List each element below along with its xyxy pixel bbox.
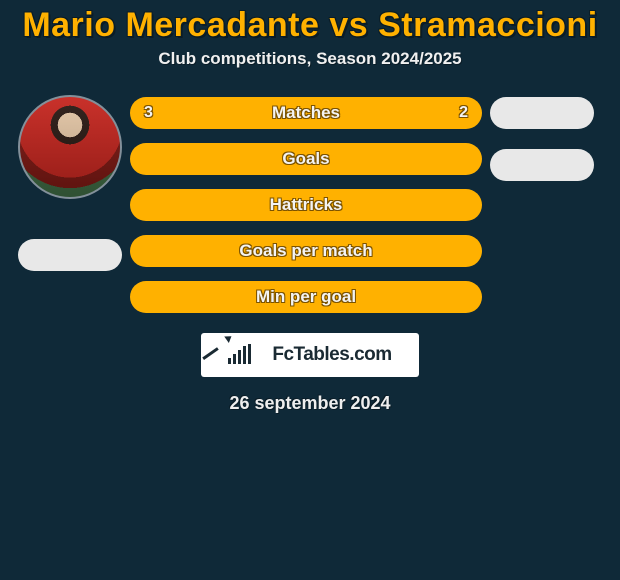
- stat-row-goals-per-match: Goals per match: [130, 235, 482, 267]
- brand-logo: FcTables.com: [201, 333, 419, 377]
- stat-label: Hattricks: [270, 195, 343, 215]
- stats-center-column: 3 Matches 2 Goals Hattricks Goals per ma…: [130, 97, 482, 313]
- date-label: 26 september 2024: [0, 393, 620, 414]
- stat-row-goals: Goals: [130, 143, 482, 175]
- bars-icon: [228, 344, 258, 364]
- arrow-icon: [202, 342, 222, 362]
- stat-row-matches: 3 Matches 2: [130, 97, 482, 129]
- page-title: Mario Mercadante vs Stramaccioni: [0, 6, 620, 45]
- subtitle: Club competitions, Season 2024/2025: [0, 49, 620, 69]
- stat-label: Matches: [272, 103, 340, 123]
- comparison-card: Mario Mercadante vs Stramaccioni Club co…: [0, 0, 620, 580]
- right-blank-oval-2: [490, 149, 594, 181]
- stat-label: Min per goal: [256, 287, 356, 307]
- stats-grid: 3 Matches 2 Goals Hattricks Goals per ma…: [0, 95, 620, 313]
- stat-row-hattricks: Hattricks: [130, 189, 482, 221]
- stat-row-min-per-goal: Min per goal: [130, 281, 482, 313]
- stat-label: Goals: [282, 149, 329, 169]
- left-blank-oval: [18, 239, 122, 271]
- right-blank-oval-1: [490, 97, 594, 129]
- stat-label: Goals per match: [239, 241, 372, 261]
- brand-text: FcTables.com: [272, 344, 391, 366]
- stat-right-value: 2: [459, 104, 468, 122]
- right-player-column: [482, 95, 602, 181]
- left-player-column: [10, 95, 130, 271]
- stat-left-value: 3: [144, 104, 153, 122]
- left-player-avatar: [18, 95, 122, 199]
